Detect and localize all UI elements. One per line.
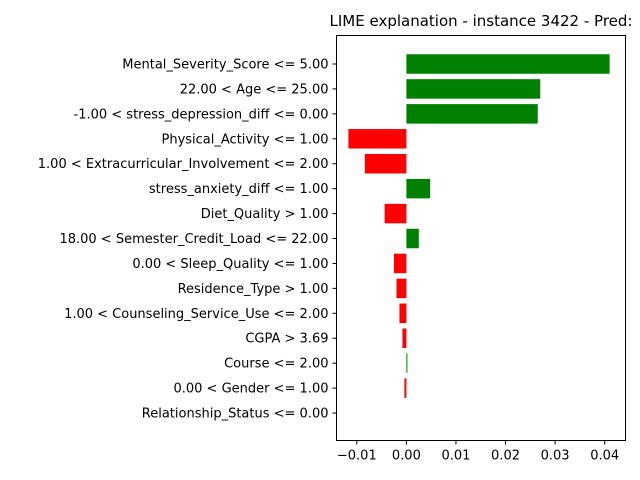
y-tick-label: CGPA > 3.69 (245, 332, 328, 347)
x-tick-label: 0.01 (441, 449, 470, 464)
bar-10 (399, 303, 407, 324)
plot-frame (336, 35, 626, 441)
bar-8 (394, 253, 407, 274)
bar-7 (406, 228, 419, 249)
y-tick-label: Physical_Activity <= 1.00 (162, 132, 329, 147)
y-tick-label: Residence_Type > 1.00 (178, 282, 329, 297)
bar-6 (384, 203, 407, 224)
x-tick-label: 0.02 (491, 449, 520, 464)
bar-4 (364, 153, 407, 174)
y-tick-label: 0.00 < Sleep_Quality <= 1.00 (132, 257, 328, 272)
bar-11 (402, 328, 407, 348)
y-tick-label: Mental_Severity_Score <= 5.00 (122, 58, 328, 73)
bar-1 (406, 79, 541, 99)
y-tick-label: 1.00 < Extracurricular_Involvement <= 2.… (38, 157, 329, 172)
bar-5 (406, 178, 431, 199)
x-tick-label: 0.04 (590, 449, 619, 464)
bar-0 (406, 54, 610, 74)
bar-13 (404, 378, 407, 398)
y-tick-label: -1.00 < stress_depression_diff <= 0.00 (74, 107, 329, 122)
y-tick-label: Course <= 2.00 (224, 357, 328, 372)
y-tick-label: Relationship_Status <= 0.00 (142, 407, 329, 422)
bar-2 (406, 104, 538, 124)
y-tick-label: 22.00 < Age <= 25.00 (180, 82, 329, 97)
y-tick-label: 1.00 < Counseling_Service_Use <= 2.00 (64, 307, 328, 322)
chart-title: LIME explanation - instance 3422 - Pred: (330, 12, 633, 30)
bar-3 (348, 129, 407, 149)
bars-layer (348, 54, 610, 398)
ticks-layer: Mental_Severity_Score <= 5.00 22.00 < Age… (38, 58, 619, 464)
x-tick-label: −0.01 (337, 449, 377, 464)
y-tick-label: Diet_Quality > 1.00 (201, 207, 329, 222)
bar-9 (396, 278, 407, 299)
bar-12 (406, 353, 408, 373)
y-tick-label: 18.00 < Semester_Credit_Load <= 22.00 (59, 232, 328, 247)
x-tick-label: 0.03 (541, 449, 570, 464)
y-tick-label: stress_anxiety_diff <= 1.00 (149, 182, 329, 197)
x-tick-label: 0.00 (392, 449, 421, 464)
y-tick-label: 0.00 < Gender <= 1.00 (173, 382, 328, 397)
